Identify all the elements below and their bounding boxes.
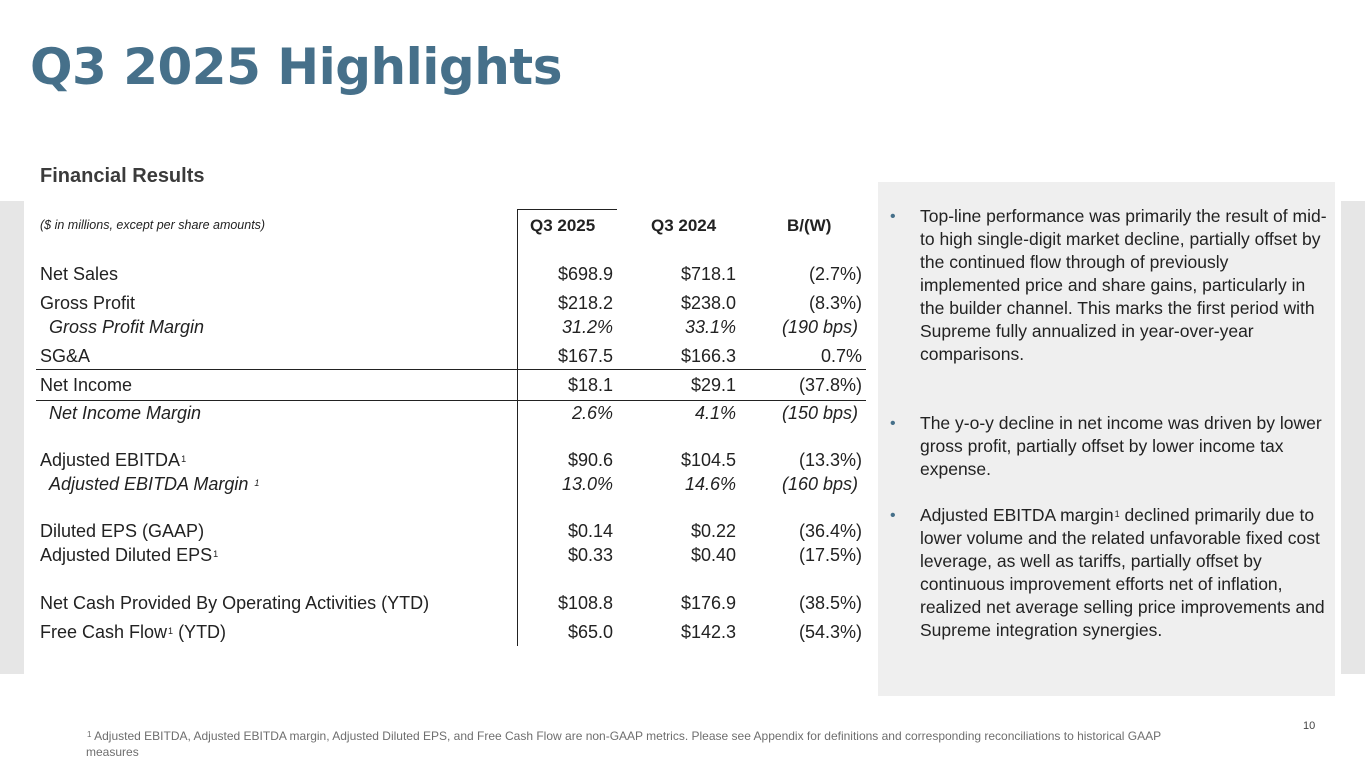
- footnote-marker: 1: [168, 626, 174, 636]
- value-q3-2024: $718.1: [680, 264, 736, 284]
- table-row-adjusted-diluted-eps: Adjusted Diluted EPS1 $0.33 $0.40 (17.5%…: [40, 543, 862, 567]
- table-row-net-cash-operating: Net Cash Provided By Operating Activitie…: [40, 591, 862, 615]
- value-q3-2024: $176.9: [680, 593, 736, 613]
- value-q3-2024: $0.40: [690, 545, 736, 565]
- value-change: (160 bps): [781, 474, 858, 494]
- row-label: Net Sales: [40, 264, 119, 284]
- footnote: 1 Adjusted EBITDA, Adjusted EBITDA margi…: [86, 729, 1161, 759]
- value-q3-2025: $698.9: [557, 264, 613, 284]
- value-q3-2024: 4.1%: [694, 403, 736, 423]
- bullet-dot-icon: •: [890, 208, 896, 225]
- financial-table-panel: [24, 201, 874, 674]
- value-q3-2024: $29.1: [690, 375, 736, 395]
- bullet-text: The y-o-y decline in net income was driv…: [920, 413, 1322, 479]
- value-q3-2024: 14.6%: [684, 474, 736, 494]
- value-q3-2025: $18.1: [567, 375, 613, 395]
- bullet-topline: • Top-line performance was primarily the…: [890, 205, 1328, 366]
- table-row-adjusted-ebitda: Adjusted EBITDA1 $90.6 $104.5 (13.3%): [40, 448, 862, 472]
- value-q3-2025: 31.2%: [561, 317, 613, 337]
- bullet-dot-icon: •: [890, 507, 896, 524]
- value-q3-2025: $90.6: [567, 450, 613, 470]
- value-q3-2024: $166.3: [680, 346, 736, 366]
- highlight-column-top-border: [517, 209, 617, 210]
- page-title: Q3 2025 Highlights: [30, 38, 562, 96]
- value-q3-2025: $167.5: [557, 346, 613, 366]
- column-header-q3-2024: Q3 2024: [651, 216, 717, 235]
- footnote-marker: 1: [254, 478, 260, 488]
- table-row-gross-profit-margin: Gross Profit Margin 31.2% 33.1% (190 bps…: [40, 315, 862, 339]
- footnote-marker: 1: [181, 454, 187, 464]
- footnote-marker: 1: [87, 730, 92, 739]
- net-income-bottom-rule: [36, 400, 866, 401]
- row-label: Adjusted EBITDA1: [40, 450, 187, 470]
- table-row-free-cash-flow: Free Cash Flow1 (YTD) $65.0 $142.3 (54.3…: [40, 620, 862, 644]
- value-change: (37.8%): [798, 375, 862, 395]
- value-q3-2025: $0.14: [567, 521, 613, 541]
- footnote-marker: 1: [1114, 509, 1120, 519]
- row-label: Net Income Margin: [49, 403, 202, 423]
- value-change: (8.3%): [808, 293, 862, 313]
- value-change: (38.5%): [798, 593, 862, 613]
- table-row-gross-profit: Gross Profit $218.2 $238.0 (8.3%): [40, 291, 862, 315]
- column-header-q3-2025: Q3 2025: [530, 216, 596, 235]
- highlight-column-border: [517, 209, 518, 646]
- value-q3-2024: 33.1%: [684, 317, 736, 337]
- net-income-top-rule: [36, 369, 866, 370]
- commentary-panel: • Top-line performance was primarily the…: [878, 182, 1335, 696]
- value-q3-2025: 2.6%: [571, 403, 613, 423]
- units-note: ($ in millions, except per share amounts…: [40, 218, 266, 232]
- bullet-text: Top-line performance was primarily the r…: [920, 206, 1327, 364]
- row-label: Net Income: [40, 375, 133, 395]
- value-q3-2024: $238.0: [680, 293, 736, 313]
- row-label: Gross Profit: [40, 293, 136, 313]
- table-row-net-income-margin: Net Income Margin 2.6% 4.1% (150 bps): [40, 401, 862, 425]
- value-change: (190 bps): [781, 317, 858, 337]
- value-change: (13.3%): [798, 450, 862, 470]
- section-title: Financial Results: [40, 165, 205, 187]
- value-q3-2025: $65.0: [567, 622, 613, 642]
- value-q3-2025: $218.2: [557, 293, 613, 313]
- table-row-adjusted-ebitda-margin: Adjusted EBITDA Margin 1 13.0% 14.6% (16…: [40, 472, 862, 496]
- value-change: (17.5%): [798, 545, 862, 565]
- value-q3-2025: 13.0%: [561, 474, 613, 494]
- value-change: (2.7%): [808, 264, 862, 284]
- right-decorative-band: [1341, 201, 1365, 674]
- bullet-text: Adjusted EBITDA margin1 declined primari…: [920, 505, 1325, 640]
- row-label: Net Cash Provided By Operating Activitie…: [40, 593, 430, 613]
- row-label: SG&A: [40, 346, 91, 366]
- left-decorative-band: [0, 201, 24, 674]
- value-q3-2024: $104.5: [680, 450, 736, 470]
- column-header-better-worse: B/(W): [787, 216, 832, 235]
- row-label: Diluted EPS (GAAP): [40, 521, 205, 541]
- table-row-diluted-eps: Diluted EPS (GAAP) $0.14 $0.22 (36.4%): [40, 519, 862, 543]
- value-q3-2024: $0.22: [690, 521, 736, 541]
- bullet-ebitda-margin: • Adjusted EBITDA margin1 declined prima…: [890, 504, 1328, 642]
- value-change: (54.3%): [798, 622, 862, 642]
- value-q3-2025: $0.33: [567, 545, 613, 565]
- table-row-net-income: Net Income $18.1 $29.1 (37.8%): [40, 373, 862, 397]
- value-change: 0.7%: [820, 346, 862, 366]
- value-change: (36.4%): [798, 521, 862, 541]
- value-q3-2025: $108.8: [557, 593, 613, 613]
- table-row-net-sales: Net Sales $698.9 $718.1 (2.7%): [40, 262, 862, 286]
- row-label: Free Cash Flow1 (YTD): [40, 622, 227, 642]
- row-label: Gross Profit Margin: [49, 317, 205, 337]
- page-number: 10: [1303, 720, 1316, 732]
- row-label: Adjusted EBITDA Margin 1: [49, 474, 260, 494]
- bullet-dot-icon: •: [890, 415, 896, 432]
- table-row-sga: SG&A $167.5 $166.3 0.7%: [40, 344, 862, 368]
- value-change: (150 bps): [781, 403, 858, 423]
- footnote-marker: 1: [213, 549, 219, 559]
- bullet-net-income: • The y-o-y decline in net income was dr…: [890, 412, 1328, 481]
- value-q3-2024: $142.3: [680, 622, 736, 642]
- row-label: Adjusted Diluted EPS1: [40, 545, 219, 565]
